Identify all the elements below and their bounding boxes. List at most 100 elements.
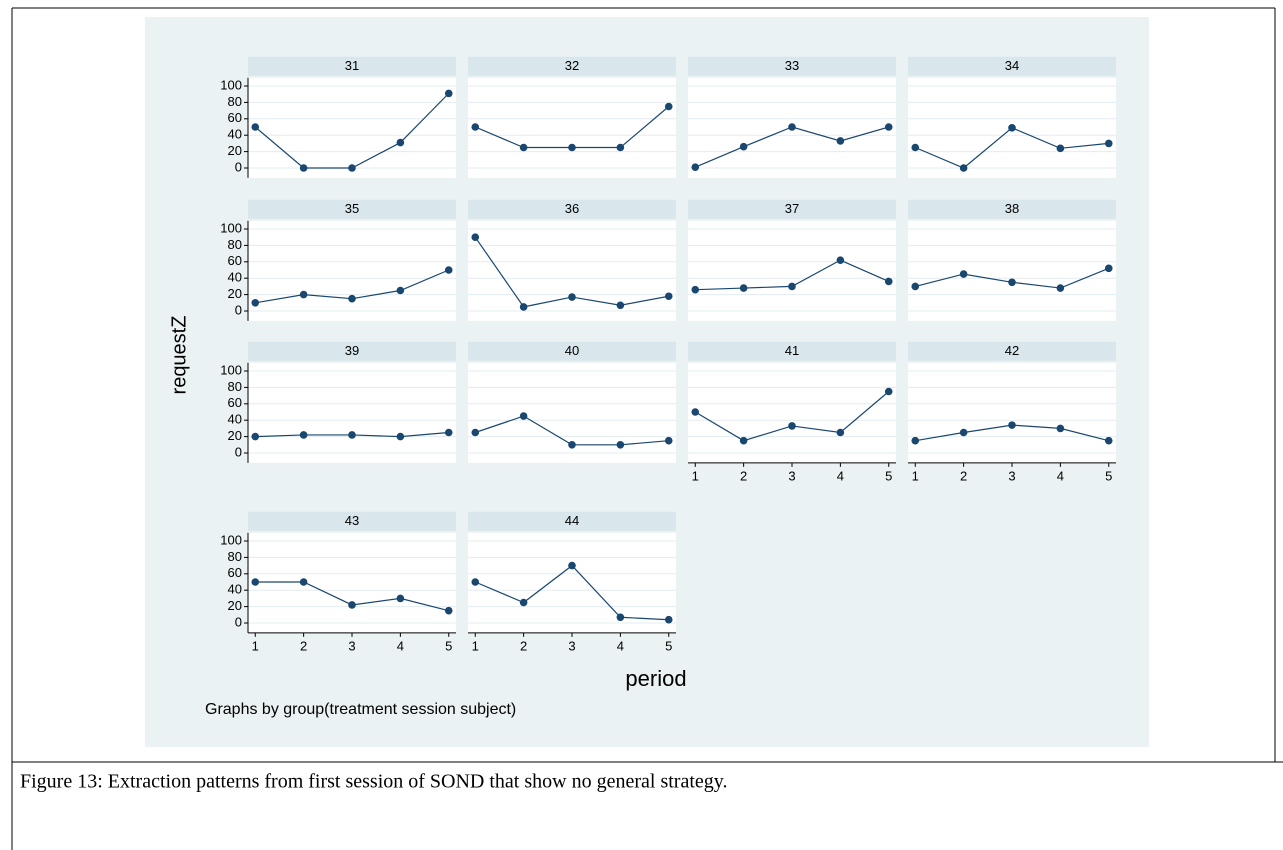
point bbox=[568, 143, 576, 152]
x-tick-label: 2 bbox=[740, 468, 747, 483]
point bbox=[884, 387, 893, 396]
header-strip bbox=[468, 56, 676, 76]
x-tick-label: 2 bbox=[300, 638, 307, 653]
panel-title: 41 bbox=[785, 343, 799, 358]
point bbox=[1104, 264, 1113, 273]
point bbox=[616, 613, 625, 622]
y-tick-label: 100 bbox=[220, 532, 242, 547]
x-tick-label: 3 bbox=[788, 468, 795, 483]
point bbox=[959, 164, 968, 172]
x-tick-label: 4 bbox=[837, 468, 844, 483]
point bbox=[911, 143, 920, 152]
point bbox=[396, 286, 405, 295]
x-tick-label: 5 bbox=[665, 638, 672, 653]
y-tick-label: 80 bbox=[228, 94, 242, 109]
x-tick-label: 5 bbox=[1105, 468, 1112, 483]
point bbox=[836, 428, 845, 437]
y-tick-label: 100 bbox=[220, 77, 242, 92]
plot-area bbox=[468, 220, 676, 321]
point bbox=[299, 431, 308, 439]
point bbox=[788, 282, 796, 291]
x-tick-label: 3 bbox=[1008, 468, 1015, 483]
point bbox=[616, 441, 625, 449]
point bbox=[691, 163, 700, 171]
y-tick-label: 80 bbox=[228, 237, 242, 252]
y-tick-label: 80 bbox=[228, 379, 242, 394]
point bbox=[251, 123, 260, 131]
y-tick-label: 100 bbox=[220, 362, 242, 377]
y-tick-label: 0 bbox=[235, 159, 242, 174]
point bbox=[299, 164, 308, 172]
plot-area bbox=[688, 362, 896, 463]
x-tick-label: 2 bbox=[520, 638, 527, 653]
point bbox=[1104, 436, 1113, 445]
point bbox=[959, 270, 968, 278]
y-axis-label: requestZ bbox=[168, 316, 190, 395]
point bbox=[664, 615, 673, 624]
point bbox=[471, 123, 480, 131]
point bbox=[1056, 424, 1065, 433]
point bbox=[568, 561, 576, 570]
point bbox=[519, 598, 528, 607]
x-tick-label: 1 bbox=[472, 638, 479, 653]
y-tick-label: 100 bbox=[220, 220, 242, 235]
point bbox=[396, 138, 405, 147]
y-tick-label: 20 bbox=[228, 143, 242, 158]
point bbox=[568, 293, 576, 301]
y-tick-label: 20 bbox=[228, 428, 242, 443]
header-strip bbox=[248, 199, 456, 219]
plot-area bbox=[908, 362, 1116, 463]
point bbox=[348, 431, 356, 439]
x-tick-label: 1 bbox=[252, 638, 259, 653]
caption: Figure 13: Extraction patterns from firs… bbox=[20, 771, 727, 793]
point bbox=[348, 164, 356, 172]
point bbox=[739, 284, 748, 292]
y-tick-label: 60 bbox=[228, 395, 242, 410]
point bbox=[739, 436, 748, 445]
x-axis-label: period bbox=[625, 666, 686, 691]
y-tick-label: 60 bbox=[228, 565, 242, 580]
point bbox=[691, 285, 700, 294]
y-tick-label: 20 bbox=[228, 286, 242, 301]
y-tick-label: 0 bbox=[235, 302, 242, 317]
point bbox=[664, 292, 673, 301]
point bbox=[251, 432, 260, 441]
x-tick-label: 4 bbox=[617, 638, 624, 653]
y-tick-label: 80 bbox=[228, 549, 242, 564]
header-strip bbox=[468, 511, 676, 531]
plot-area bbox=[468, 532, 676, 633]
point bbox=[739, 142, 748, 151]
x-tick-label: 3 bbox=[568, 638, 575, 653]
header-strip bbox=[468, 199, 676, 219]
y-tick-label: 40 bbox=[228, 270, 242, 285]
point bbox=[396, 594, 405, 603]
plot-area bbox=[248, 532, 456, 633]
point bbox=[1056, 284, 1065, 292]
panel-title: 33 bbox=[785, 58, 799, 73]
header-strip bbox=[908, 56, 1116, 76]
x-tick-label: 4 bbox=[397, 638, 404, 653]
point bbox=[471, 578, 480, 586]
point bbox=[299, 290, 308, 299]
x-tick-label: 1 bbox=[912, 468, 919, 483]
point bbox=[911, 282, 920, 291]
header-strip bbox=[688, 341, 896, 361]
point bbox=[788, 422, 796, 430]
point bbox=[691, 408, 700, 416]
point bbox=[616, 301, 625, 310]
point bbox=[1104, 139, 1113, 148]
panel-title: 42 bbox=[1005, 343, 1019, 358]
header-strip bbox=[908, 341, 1116, 361]
panel-title: 39 bbox=[345, 343, 359, 358]
point bbox=[251, 578, 260, 586]
y-tick-label: 60 bbox=[228, 253, 242, 268]
panel-title: 35 bbox=[345, 201, 359, 216]
plot-area bbox=[248, 77, 456, 178]
point bbox=[664, 102, 673, 111]
header-strip bbox=[688, 199, 896, 219]
point bbox=[664, 436, 673, 445]
x-tick-label: 1 bbox=[692, 468, 699, 483]
point bbox=[519, 143, 528, 152]
point bbox=[444, 266, 453, 274]
